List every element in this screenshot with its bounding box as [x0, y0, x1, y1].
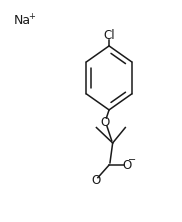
Text: +: +	[28, 12, 35, 21]
Text: O: O	[122, 159, 132, 172]
Text: O: O	[101, 115, 110, 129]
Text: Na: Na	[14, 14, 31, 27]
Text: O: O	[91, 174, 100, 187]
Text: Cl: Cl	[103, 30, 115, 42]
Text: −: −	[128, 155, 136, 165]
